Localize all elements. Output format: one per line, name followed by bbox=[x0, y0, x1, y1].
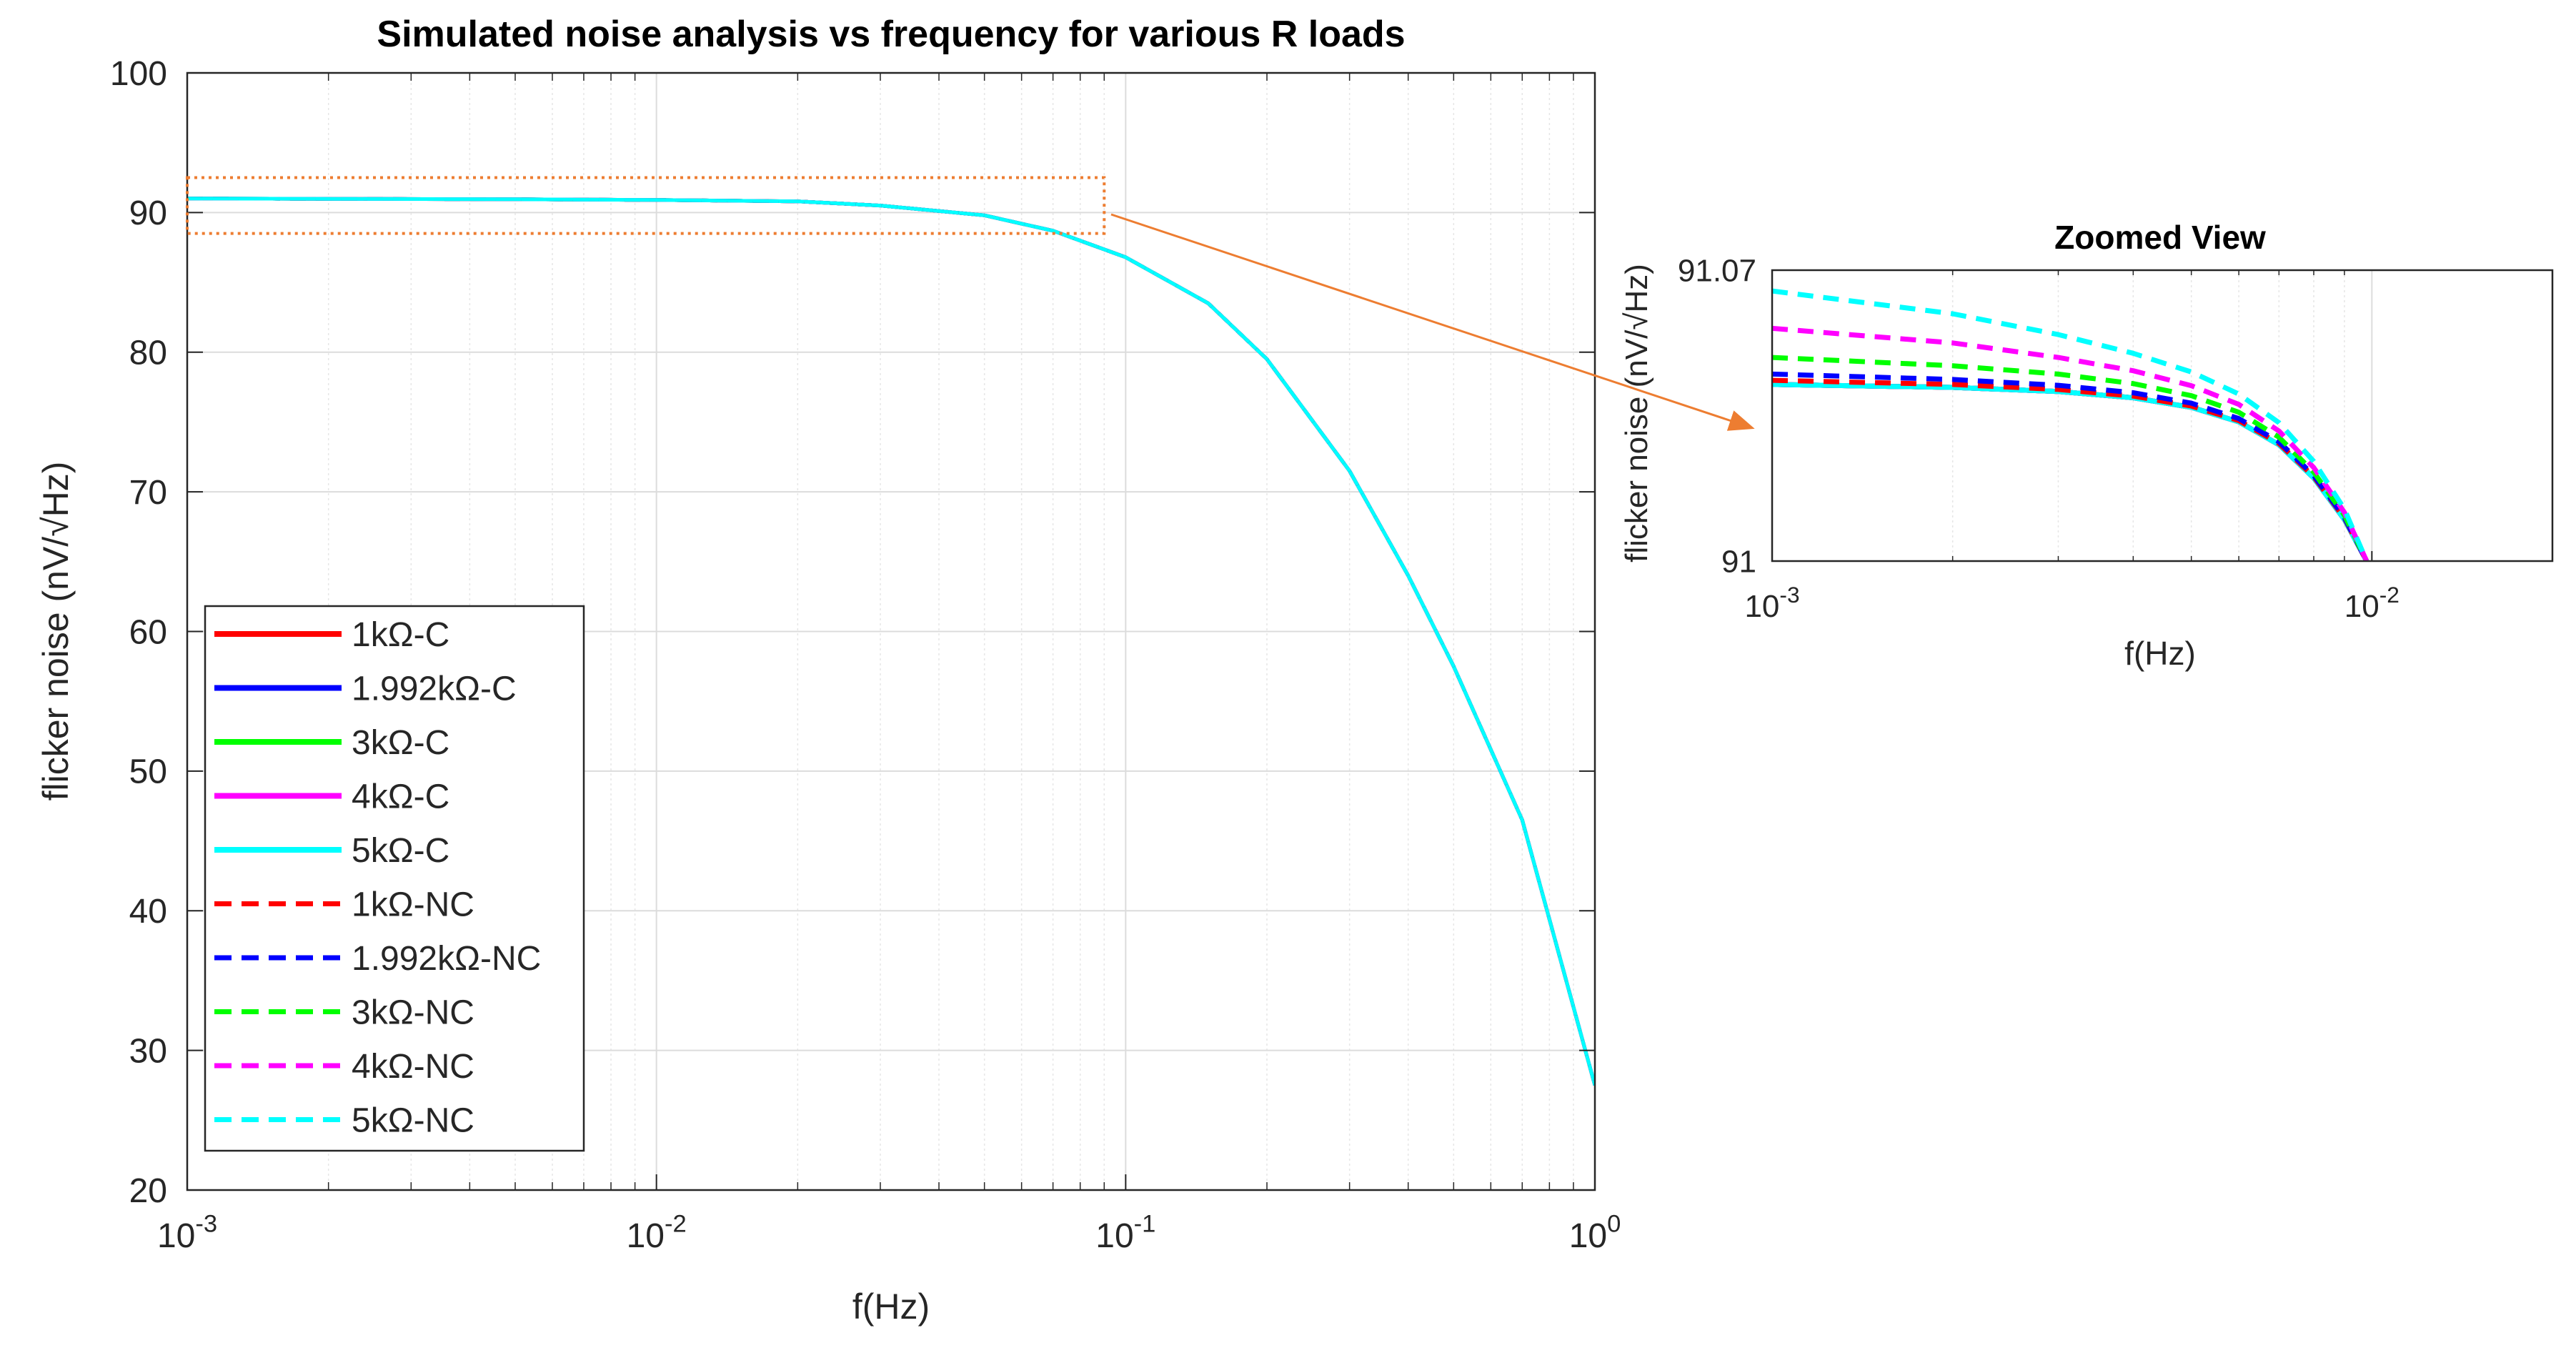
x-tick-exponent: -3 bbox=[1779, 582, 1799, 608]
x-tick-label: 10-3 bbox=[1744, 582, 1799, 624]
zoom-axes-box bbox=[1771, 269, 2554, 563]
legend-label: 3kΩ-C bbox=[352, 724, 449, 762]
y-tick-label: 40 bbox=[129, 893, 167, 931]
legend-label: 1kΩ-C bbox=[352, 616, 449, 654]
main-x-axis-label: f(Hz) bbox=[852, 1287, 930, 1327]
legend-entry: 4kΩ-C bbox=[214, 778, 449, 816]
x-tick-base: 10 bbox=[1569, 1217, 1607, 1255]
zoom-series-group bbox=[1772, 288, 2369, 561]
y-tick-label: 90 bbox=[129, 194, 167, 232]
x-tick-exponent: -2 bbox=[665, 1210, 687, 1237]
legend-entry: 5kΩ-NC bbox=[214, 1102, 474, 1140]
legend-label: 4kΩ-C bbox=[352, 778, 449, 816]
y-tick-label: 100 bbox=[110, 55, 167, 93]
x-tick-base: 10 bbox=[1095, 1217, 1133, 1255]
zoom-y-axis-label: flicker noise (nV/√Hz) bbox=[1619, 264, 1654, 563]
zoom-x-axis-label: f(Hz) bbox=[2124, 635, 2196, 672]
legend-entry: 1.992kΩ-C bbox=[214, 670, 517, 708]
y-tick-label: 60 bbox=[129, 613, 167, 651]
x-tick-label: 10-2 bbox=[2344, 582, 2400, 624]
legend-label: 1kΩ-NC bbox=[352, 886, 474, 924]
series-line-10 bbox=[187, 197, 1595, 1086]
legend-box bbox=[204, 605, 585, 1152]
legend-entry: 3kΩ-C bbox=[214, 724, 449, 762]
legend-label: 1.992kΩ-C bbox=[352, 670, 517, 708]
zoom-region-box bbox=[186, 176, 1106, 235]
main-chart-title: Simulated noise analysis vs frequency fo… bbox=[377, 14, 1405, 55]
y-tick-label: 91.07 bbox=[1678, 253, 1756, 288]
main-grid bbox=[187, 73, 1595, 1190]
x-tick-base: 10 bbox=[2344, 589, 2379, 624]
x-tick-exponent: 0 bbox=[1607, 1210, 1621, 1237]
y-tick-label: 30 bbox=[129, 1032, 167, 1070]
main-series-group bbox=[187, 197, 1595, 1086]
legend-entry: 1kΩ-C bbox=[214, 616, 449, 654]
y-tick-label: 50 bbox=[129, 753, 167, 791]
y-tick-label: 70 bbox=[129, 474, 167, 512]
zoom-region-rect bbox=[186, 176, 1106, 235]
x-tick-label: 10-3 bbox=[157, 1210, 217, 1255]
legend-entry: 1kΩ-NC bbox=[214, 886, 474, 924]
legend-label: 1.992kΩ-NC bbox=[352, 940, 541, 978]
y-tick-label: 91 bbox=[1721, 544, 1756, 579]
legend: 1kΩ-C 1.992kΩ-C 3kΩ-C 4kΩ-C 5kΩ-C 1kΩ-NC 1.992… bbox=[204, 605, 585, 1152]
x-tick-label: 10-2 bbox=[627, 1210, 687, 1255]
x-tick-base: 10 bbox=[157, 1217, 195, 1255]
zoom-chart-title: Zoomed View bbox=[2054, 219, 2266, 256]
series-line-10 bbox=[1772, 288, 2369, 561]
x-tick-label: 10-1 bbox=[1095, 1210, 1155, 1255]
legend-label: 4kΩ-NC bbox=[352, 1048, 474, 1086]
legend-label: 5kΩ-C bbox=[352, 832, 449, 870]
zoom-grid bbox=[1951, 270, 2373, 561]
series-line-9 bbox=[1772, 325, 2369, 561]
main-chart: Simulated noise analysis vs frequency fo… bbox=[36, 14, 1621, 1327]
x-tick-exponent: -3 bbox=[195, 1210, 217, 1237]
legend-entry: 4kΩ-NC bbox=[214, 1048, 474, 1086]
legend-entry: 1.992kΩ-NC bbox=[214, 940, 541, 978]
legend-entry: 3kΩ-NC bbox=[214, 994, 474, 1032]
zoom-plot-area bbox=[1772, 270, 2552, 561]
y-tick-label: 20 bbox=[129, 1172, 167, 1210]
main-y-axis-label: flicker noise (nV/√Hz) bbox=[36, 462, 76, 801]
main-plot-content bbox=[187, 197, 1595, 1086]
x-tick-base: 10 bbox=[1744, 589, 1779, 624]
legend-entry: 5kΩ-C bbox=[214, 832, 449, 870]
legend-label: 3kΩ-NC bbox=[352, 994, 474, 1032]
legend-label: 5kΩ-NC bbox=[352, 1102, 474, 1140]
zoom-arrow bbox=[1110, 213, 1755, 431]
x-tick-label: 100 bbox=[1569, 1210, 1621, 1255]
series-line-7 bbox=[1772, 371, 2369, 561]
x-tick-base: 10 bbox=[627, 1217, 665, 1255]
y-tick-label: 80 bbox=[129, 334, 167, 372]
x-tick-exponent: -2 bbox=[2379, 582, 2400, 608]
x-tick-exponent: -1 bbox=[1134, 1210, 1156, 1237]
